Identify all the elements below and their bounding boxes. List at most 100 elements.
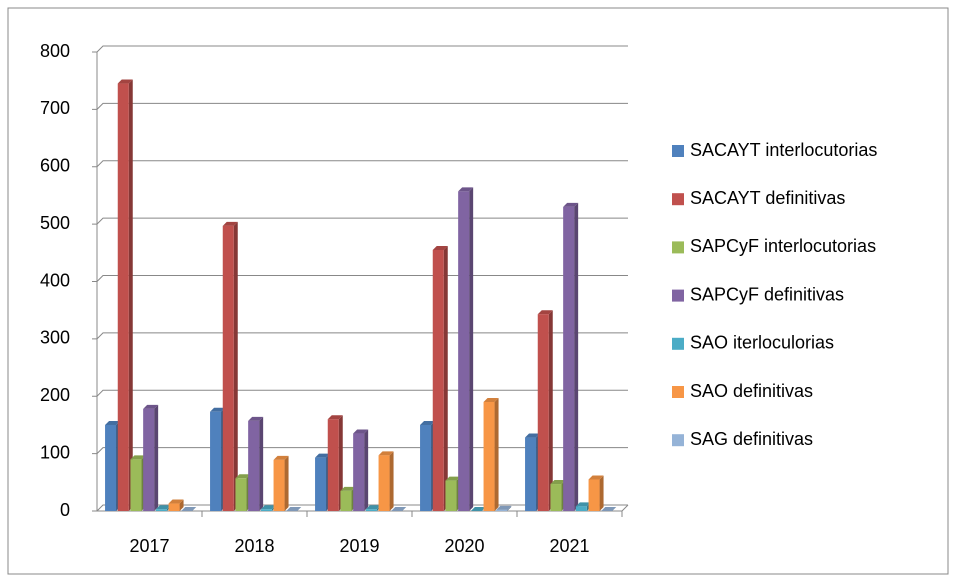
bar-side — [179, 499, 184, 511]
bar — [315, 457, 327, 511]
bar-side — [128, 79, 133, 512]
bar-side — [338, 415, 343, 511]
bar-side — [259, 416, 264, 511]
bar — [483, 401, 495, 511]
bar-side — [284, 455, 289, 511]
bar-top — [420, 420, 436, 425]
y-tick-label: 500 — [40, 213, 70, 233]
bar — [458, 191, 470, 511]
legend-label: SAPCyF definitivas — [690, 284, 844, 304]
bar-top — [601, 507, 617, 511]
bar-side — [154, 404, 159, 511]
y-tick-label: 100 — [40, 442, 70, 462]
bar-top — [537, 310, 553, 315]
bar-side — [443, 245, 448, 511]
bar-top — [273, 455, 289, 460]
bar — [210, 411, 222, 511]
legend-swatch — [672, 193, 684, 206]
grid-line — [96, 102, 628, 110]
bar-side — [548, 310, 553, 511]
legend-label: SACAYT definitivas — [690, 188, 845, 208]
legend-label: SAPCyF interlocutorias — [690, 236, 876, 256]
legend-swatch — [672, 241, 684, 254]
bar — [365, 509, 377, 511]
bar — [525, 437, 537, 511]
bar-top — [445, 476, 461, 481]
bar-top — [378, 451, 394, 456]
bar-top — [235, 474, 251, 479]
bar-side — [599, 475, 604, 511]
legend-swatch — [672, 386, 684, 398]
bar-top — [550, 480, 566, 485]
legend-label: SAG definitivas — [690, 429, 813, 449]
bar — [260, 509, 272, 511]
grid-line — [96, 447, 628, 454]
bar-top — [143, 404, 159, 409]
y-tick-label: 600 — [40, 156, 70, 176]
grid-line — [96, 275, 628, 282]
bar — [563, 206, 575, 511]
bar-top — [563, 202, 579, 207]
legend-label: SAO iterloculorias — [690, 333, 834, 353]
bar — [143, 408, 155, 511]
bar — [327, 419, 339, 511]
grid-line — [96, 332, 628, 340]
bar-top — [222, 221, 238, 226]
x-tick-label: 2020 — [444, 536, 484, 556]
bar-side — [494, 397, 499, 511]
y-tick-label: 0 — [60, 500, 70, 520]
chart-border — [7, 7, 949, 575]
legend-swatch — [672, 289, 684, 302]
bar-top — [365, 505, 381, 510]
bar — [117, 83, 129, 512]
bar — [550, 484, 562, 511]
bar-top — [168, 499, 184, 504]
bar — [248, 420, 260, 511]
bar-top — [327, 415, 343, 420]
legend-swatch — [672, 145, 684, 157]
bar — [378, 455, 390, 511]
bar-top — [470, 507, 486, 511]
x-tick-label: 2017 — [129, 536, 169, 556]
bar-side — [469, 187, 474, 511]
bar-top — [391, 507, 407, 511]
bar-top — [260, 505, 276, 510]
bar — [588, 479, 600, 511]
bar-top — [432, 245, 448, 250]
bar-side — [574, 202, 579, 511]
bar-side — [233, 221, 238, 511]
bar-top — [286, 507, 302, 511]
bar-top — [315, 453, 331, 458]
bar-side — [389, 451, 394, 511]
y-tick-label: 800 — [40, 41, 70, 61]
bar-top — [181, 507, 197, 511]
bar — [168, 503, 180, 511]
bar — [235, 478, 247, 511]
bar-top — [483, 397, 499, 402]
bar-side — [364, 429, 369, 511]
bar — [496, 509, 508, 511]
bar — [420, 424, 432, 511]
y-tick-label: 200 — [40, 385, 70, 405]
bar — [222, 225, 234, 511]
bar-top — [155, 505, 171, 510]
bar-side — [507, 505, 512, 511]
bar-top — [117, 79, 133, 84]
bar — [130, 459, 142, 511]
y-tick-label: 400 — [40, 270, 70, 290]
bar — [105, 424, 117, 511]
grid-line — [96, 45, 628, 53]
bar-top — [340, 486, 356, 491]
x-axis-depth — [621, 504, 629, 512]
bar — [340, 490, 352, 511]
legend-label: SAO definitivas — [690, 381, 813, 401]
bar-top — [458, 187, 474, 192]
bar-top — [496, 505, 512, 510]
bar — [155, 509, 167, 511]
bar-top — [588, 475, 604, 480]
bar — [273, 459, 285, 511]
bar-top — [525, 433, 541, 438]
bar — [445, 480, 457, 511]
y-tick-label: 300 — [40, 328, 70, 348]
